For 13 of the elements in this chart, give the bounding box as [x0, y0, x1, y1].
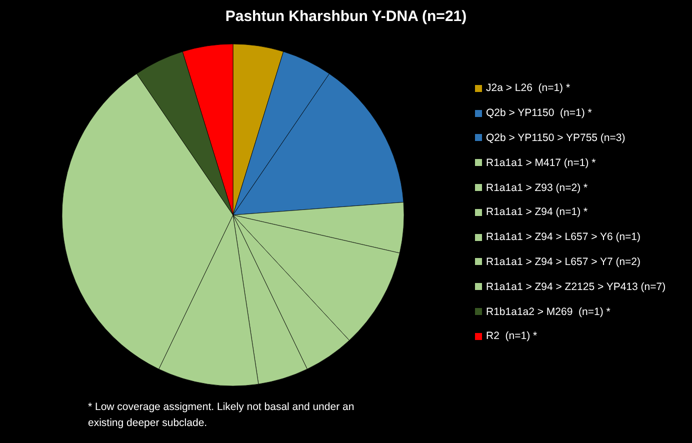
legend-label: R1a1a1 > M417 (n=1) *: [486, 156, 596, 169]
chart-title: Pashtun Kharshbun Y-DNA (n=21): [224, 8, 468, 25]
legend-label: R1a1a1 > Z94 (n=1) *: [486, 206, 588, 218]
legend-label: J2a > L26 (n=1) *: [486, 82, 570, 94]
legend-label: R1a1a1 > Z94 > L657 > Y7 (n=2): [486, 256, 641, 268]
legend-label: R1b1a1a2 > M269 (n=1) *: [486, 306, 610, 318]
legend-label: R1a1a1 > Z94 > Z2125 > YP413 (n=7): [486, 280, 666, 293]
legend-label: R2 (n=1) *: [486, 330, 538, 342]
text: * Low coverage assigment. Likely not basal and under an existing deeper subclade.: [88, 400, 356, 431]
legend-label: R1a1a1 > Z94 > L657 > Y6 (n=1): [486, 231, 641, 244]
legend-label: R1a1a1 > Z93 (n=2) *: [486, 182, 588, 194]
legend-label: Q2b > YP1150 (n=1) *: [486, 107, 592, 120]
legend-label: Q2b > YP1150 > YP755 (n=3): [486, 132, 626, 144]
